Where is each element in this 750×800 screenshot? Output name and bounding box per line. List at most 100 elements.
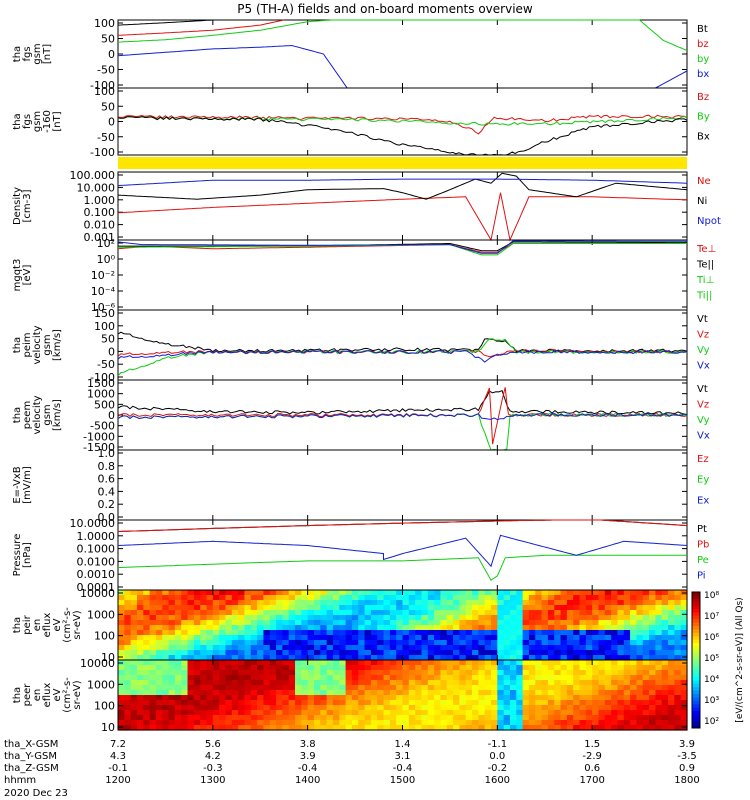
heatmap-cell xyxy=(623,590,631,596)
heatmap-cell xyxy=(155,700,163,706)
heatmap-cell xyxy=(579,635,587,641)
heatmap-cell xyxy=(484,635,492,641)
y-axis-label: peer xyxy=(22,683,33,707)
heatmap-cell xyxy=(598,715,606,721)
heatmap-cell xyxy=(193,685,201,691)
heatmap-cell xyxy=(326,680,334,686)
heatmap-cell xyxy=(421,645,429,651)
heatmap-cell xyxy=(231,725,239,731)
heatmap-cell xyxy=(345,625,353,631)
heatmap-cell xyxy=(307,595,315,601)
heatmap-cell xyxy=(566,705,574,711)
heatmap-cell xyxy=(155,720,163,726)
heatmap-cell xyxy=(345,700,353,706)
heatmap-cell xyxy=(434,635,442,641)
heatmap-cell xyxy=(193,695,201,701)
heatmap-cell xyxy=(579,650,587,656)
heatmap-cell xyxy=(484,640,492,646)
heatmap-cell xyxy=(307,695,315,701)
heatmap-cell xyxy=(623,655,631,661)
heatmap-cell xyxy=(200,650,208,656)
heatmap-cell xyxy=(136,715,144,721)
heatmap-cell xyxy=(143,690,151,696)
heatmap-cell xyxy=(130,640,138,646)
y-tick-label: 0 xyxy=(108,116,115,129)
heatmap-cell xyxy=(326,660,334,666)
heatmap-cell xyxy=(212,615,220,621)
heatmap-cell xyxy=(244,630,252,636)
heatmap-cell xyxy=(560,620,568,626)
heatmap-cell xyxy=(263,600,271,606)
heatmap-cell xyxy=(535,660,543,666)
heatmap-cell xyxy=(655,645,663,651)
heatmap-cell xyxy=(263,590,271,596)
colorbar-tick-label: 10⁴ xyxy=(704,675,719,685)
heatmap-cell xyxy=(143,685,151,691)
heatmap-cell xyxy=(453,670,460,676)
heatmap-cell xyxy=(573,695,581,701)
heatmap-cell xyxy=(560,720,568,726)
heatmap-cell xyxy=(187,695,195,701)
heatmap-cell xyxy=(509,615,517,621)
heatmap-cell xyxy=(118,655,125,661)
heatmap-cell xyxy=(668,720,675,726)
heatmap-cell xyxy=(434,670,442,676)
colorbar-tick-label: 10⁵ xyxy=(704,654,719,664)
heatmap-cell xyxy=(484,630,492,636)
heatmap-cell xyxy=(276,670,283,676)
heatmap-cell xyxy=(453,690,460,696)
heatmap-cell xyxy=(307,715,315,721)
y-tick-label: 10² xyxy=(97,237,115,250)
heatmap-cell xyxy=(516,630,524,636)
y-tick-label: 0.0010 xyxy=(77,568,116,581)
heatmap-cell xyxy=(402,640,410,646)
heatmap-cell xyxy=(484,605,492,611)
heatmap-cell xyxy=(547,690,555,696)
y-axis-label: gsm xyxy=(42,334,53,355)
heatmap-cell xyxy=(440,650,448,656)
heatmap-cell xyxy=(136,620,144,626)
heatmap-cell xyxy=(516,720,524,726)
legend-ne: Ne xyxy=(697,176,711,187)
heatmap-cell xyxy=(263,635,271,641)
heatmap-cell xyxy=(339,710,347,716)
heatmap-cell xyxy=(516,625,524,631)
heatmap-cell xyxy=(288,690,296,696)
series-bx xyxy=(117,116,688,156)
heatmap-cell xyxy=(181,610,189,616)
heatmap-cell xyxy=(244,645,252,651)
heatmap-cell xyxy=(453,615,460,621)
heatmap-cell xyxy=(206,660,214,666)
heatmap-cell xyxy=(332,610,340,616)
heatmap-cell xyxy=(130,595,138,601)
heatmap-cell xyxy=(573,590,581,596)
heatmap-cell xyxy=(396,595,404,601)
heatmap-cell xyxy=(326,605,334,611)
heatmap-cell xyxy=(351,650,359,656)
heatmap-cell xyxy=(497,605,505,611)
heatmap-cell xyxy=(592,660,600,666)
heatmap-cell xyxy=(598,630,606,636)
heatmap-cell xyxy=(231,660,239,666)
heatmap-cell xyxy=(560,590,568,596)
heatmap-cell xyxy=(238,590,246,596)
heatmap-cell xyxy=(351,705,359,711)
heatmap-cell xyxy=(446,620,454,626)
heatmap-cell xyxy=(118,710,125,716)
heatmap-cell xyxy=(459,595,467,601)
y-axis-label: velocity xyxy=(32,395,43,434)
heatmap-cell xyxy=(396,675,404,681)
heatmap-cell xyxy=(611,620,619,626)
heatmap-cell xyxy=(307,675,315,681)
heatmap-cell xyxy=(560,630,568,636)
heatmap-cell xyxy=(604,665,612,671)
heatmap-cell xyxy=(162,600,170,606)
heatmap-cell xyxy=(244,625,252,631)
heatmap-cell xyxy=(238,645,246,651)
heatmap-cell xyxy=(351,640,359,646)
heatmap-cell xyxy=(124,680,132,686)
heatmap-cell xyxy=(415,595,423,601)
heatmap-cell xyxy=(282,685,290,691)
heatmap-cell xyxy=(124,710,132,716)
heatmap-cell xyxy=(250,690,258,696)
